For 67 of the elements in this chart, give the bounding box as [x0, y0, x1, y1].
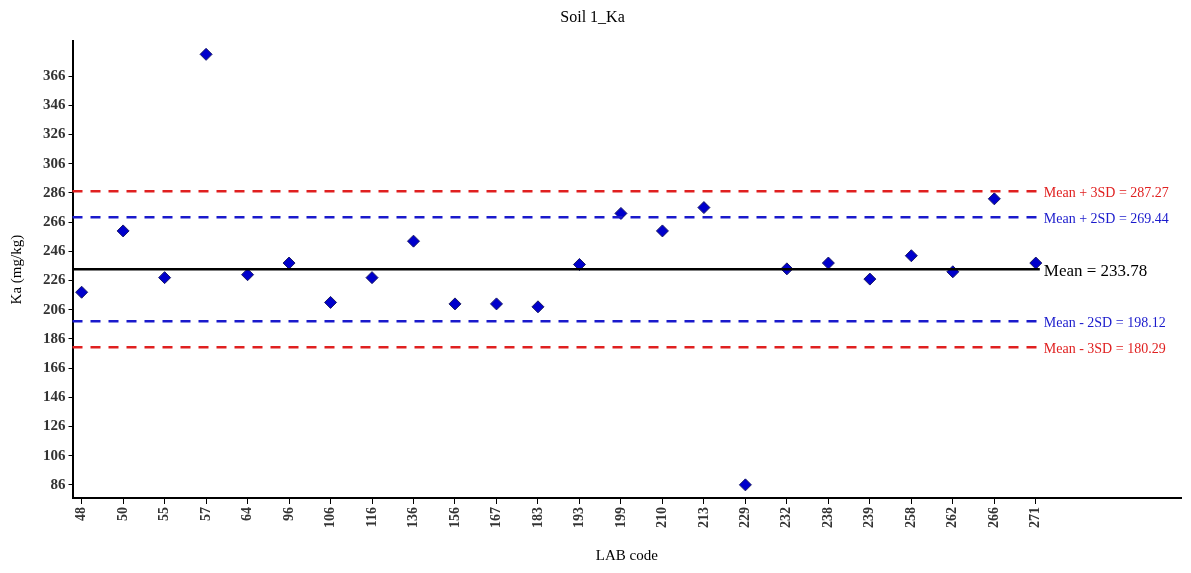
point	[282, 256, 296, 270]
point	[407, 234, 421, 248]
y-tick-label: 206	[43, 300, 66, 317]
x-tick-label: 232	[778, 507, 794, 528]
point	[738, 478, 752, 492]
y-axis-title: Ka (mg/kg)	[7, 234, 25, 305]
x-tick-label: 193	[571, 507, 587, 528]
point	[821, 256, 835, 270]
x-tick-label: 167	[488, 507, 504, 528]
x-tick-label: 64	[239, 507, 255, 521]
ref-line-label: Mean - 2SD = 198.12	[1043, 314, 1166, 330]
y-tick-label: 126	[43, 417, 66, 434]
point	[365, 271, 379, 285]
ref-line-label: Mean - 3SD = 180.29	[1043, 340, 1166, 356]
y-tick-label: 166	[43, 358, 66, 375]
x-axis-title: LAB code	[595, 546, 659, 563]
x-tick-label: 136	[405, 507, 421, 528]
x-tick-label: 199	[612, 507, 628, 528]
x-tick-label: 229	[737, 507, 753, 528]
y-tick-label: 306	[43, 154, 66, 171]
y-tick-label: 266	[43, 213, 66, 230]
y-tick-label: 226	[43, 271, 66, 288]
y-tick-label: 246	[43, 242, 66, 259]
ref-line-label: Mean = 233.78	[1043, 260, 1148, 280]
x-tick-label: 271	[1027, 507, 1043, 528]
x-tick-label: 238	[819, 507, 835, 528]
x-tick-label: 239	[861, 507, 877, 528]
x-tick-label: 116	[363, 507, 379, 528]
x-tick-label: 210	[654, 507, 670, 528]
y-tick-label: 286	[43, 183, 66, 200]
x-tick-label: 183	[529, 507, 545, 528]
point	[158, 271, 172, 285]
point	[987, 192, 1001, 206]
x-tick-label: 262	[944, 507, 960, 528]
point	[324, 295, 338, 309]
point	[116, 224, 130, 238]
point	[1029, 256, 1043, 270]
chart-title: Soil 1_Ka	[560, 7, 625, 25]
point	[199, 47, 213, 61]
point	[448, 297, 462, 311]
x-tick-label: 50	[114, 507, 130, 521]
point	[863, 272, 877, 286]
point	[241, 268, 255, 282]
x-tick-label: 55	[156, 507, 172, 521]
y-tick-label: 106	[43, 446, 66, 463]
x-tick-label: 48	[73, 507, 89, 521]
y-tick-label: 146	[43, 388, 66, 405]
y-tick-label: 366	[43, 67, 66, 84]
point	[697, 201, 711, 215]
x-tick-label: 106	[322, 507, 338, 528]
point	[531, 300, 545, 314]
ref-line-label: Mean + 2SD = 269.44	[1043, 210, 1169, 226]
x-tick-label: 156	[446, 507, 462, 528]
y-tick-label: 186	[43, 329, 66, 346]
point	[904, 249, 918, 263]
point	[655, 224, 669, 238]
x-tick-label: 266	[985, 507, 1001, 528]
x-tick-label: 258	[902, 507, 918, 528]
x-tick-label: 213	[695, 507, 711, 528]
y-tick-label: 326	[43, 125, 66, 142]
point	[489, 297, 503, 311]
y-tick-label: 86	[50, 475, 66, 492]
ref-line-label: Mean + 3SD = 287.27	[1043, 184, 1169, 200]
point	[75, 285, 89, 299]
y-tick-label: 346	[43, 96, 66, 113]
x-tick-label: 96	[280, 507, 296, 521]
x-tick-label: 57	[197, 507, 213, 521]
